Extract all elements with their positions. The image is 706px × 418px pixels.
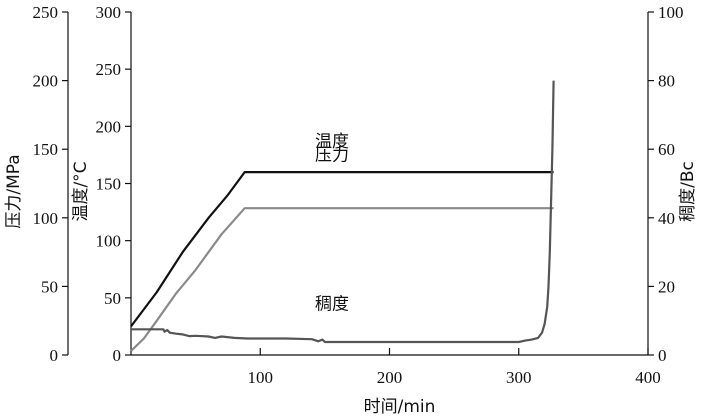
x-tick-label: 300 [506, 368, 532, 387]
x-tick-label: 100 [248, 368, 274, 387]
pressure-tick-label: 150 [33, 140, 59, 159]
temperature-tick-label: 0 [113, 346, 122, 365]
pressure-tick-label: 50 [41, 277, 58, 296]
series-line-0 [130, 171, 554, 328]
series-label: 温度 [315, 132, 349, 152]
series-line-2 [131, 80, 555, 344]
temperature-tick-label: 300 [96, 3, 122, 22]
y-axis-temperature-title: 温度/°C [71, 161, 91, 221]
temperature-tick-label: 50 [104, 289, 121, 308]
y-axis-consistency-title: 稠度/Bc [678, 161, 698, 222]
consistency-tick-label: 40 [658, 209, 675, 228]
pressure-tick-label: 250 [33, 3, 59, 22]
x-axis-title: 时间/min [364, 397, 436, 417]
series-label: 稠度 [315, 294, 349, 314]
series-label: 压力 [315, 145, 349, 165]
series-line-1 [130, 207, 554, 352]
consistency-tick-label: 0 [658, 346, 667, 365]
x-tick-label: 200 [377, 368, 403, 387]
consistency-tick-label: 80 [658, 72, 675, 91]
temperature-tick-label: 150 [96, 175, 122, 194]
pressure-tick-label: 0 [50, 346, 59, 365]
consistency-tick-label: 100 [658, 3, 684, 22]
consistency-tick-label: 60 [658, 140, 675, 159]
consistency-tick-label: 20 [658, 277, 675, 296]
temperature-tick-label: 100 [96, 232, 122, 251]
temperature-tick-label: 250 [96, 60, 122, 79]
temperature-tick-label: 200 [96, 117, 122, 136]
y-axis-pressure-title: 压力/MPa [4, 154, 24, 228]
pressure-tick-label: 200 [33, 72, 59, 91]
x-tick-label: 400 [635, 368, 661, 387]
pressure-tick-label: 100 [33, 209, 59, 228]
